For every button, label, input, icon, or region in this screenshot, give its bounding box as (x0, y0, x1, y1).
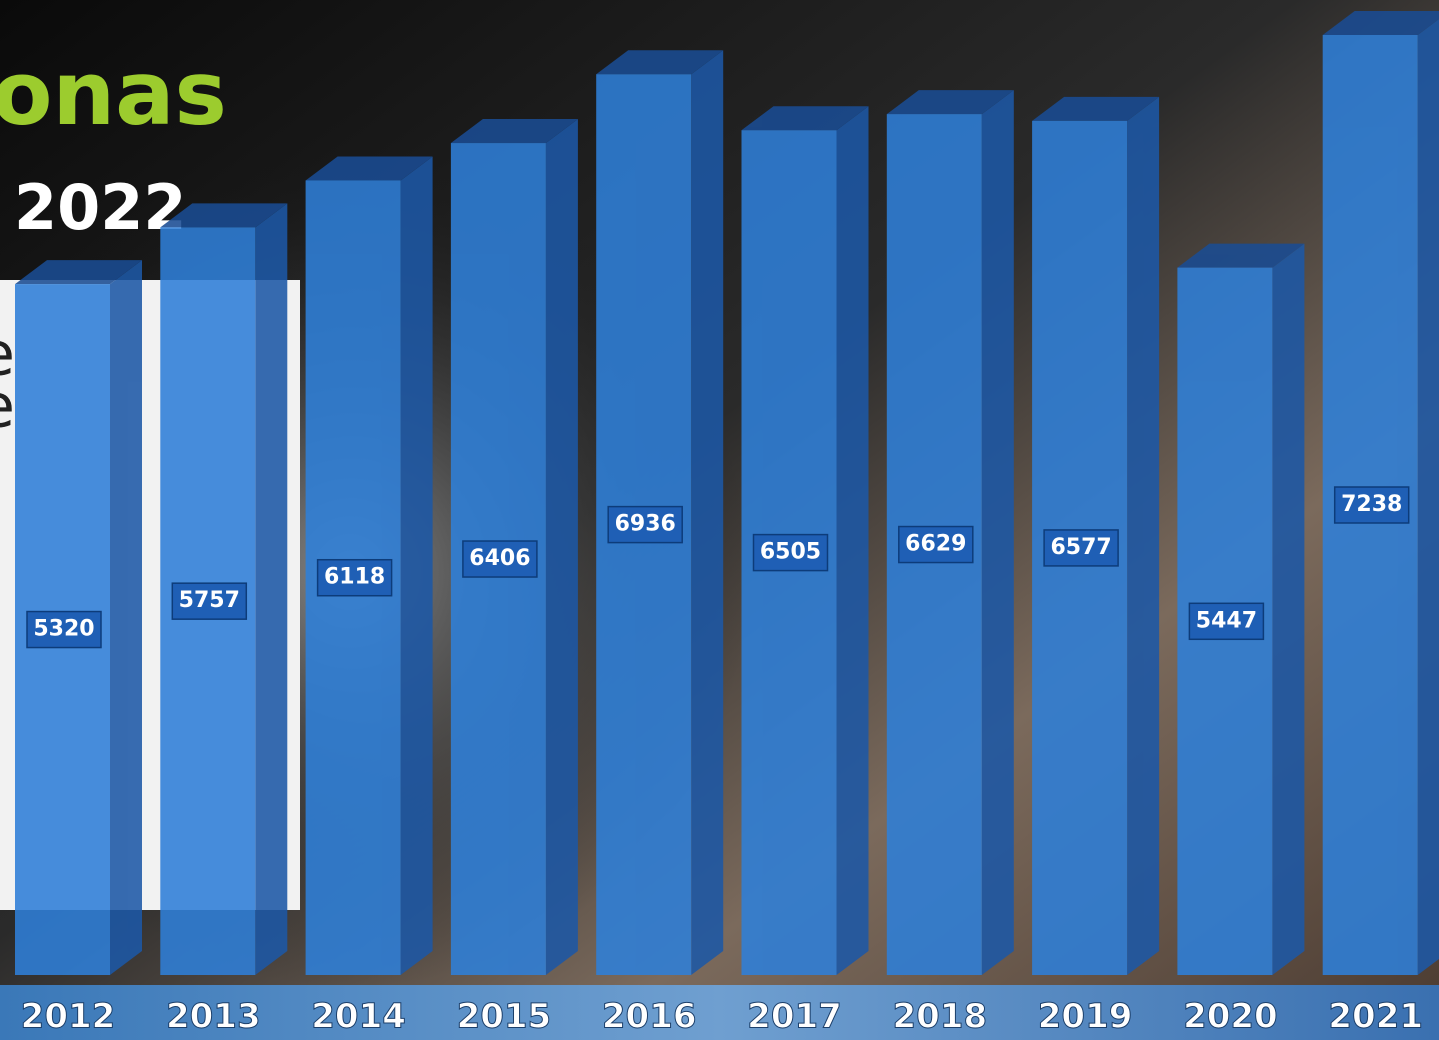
value-label: 7238 (1341, 492, 1402, 517)
x-tick-label: 2015 (457, 997, 552, 1037)
value-label: 6505 (760, 540, 821, 565)
value-label: 6577 (1050, 535, 1111, 560)
value-label: 6406 (469, 546, 530, 571)
x-tick-label: 2012 (21, 997, 116, 1037)
x-tick-label: 2018 (892, 997, 987, 1037)
bar-side (981, 90, 1014, 975)
value-label-box (462, 540, 538, 578)
bar-side (1127, 96, 1160, 975)
bar-top (450, 119, 578, 144)
x-tick-label: 2021 (1328, 997, 1423, 1037)
bar-side (255, 203, 288, 976)
bar-side (1417, 19, 1439, 975)
bar-top (15, 260, 142, 285)
bar-top (1177, 243, 1305, 268)
value-label: 6936 (615, 512, 676, 537)
value-label: 5757 (179, 588, 240, 613)
bar-side (691, 50, 724, 976)
bar-top (596, 50, 724, 75)
x-tick-label: 2013 (166, 997, 261, 1037)
chart-title: onas (0, 42, 227, 145)
bar-top (886, 90, 1014, 115)
category-strip (0, 985, 1439, 1040)
chart-subtitle: 2022 (14, 171, 187, 244)
bar-top (160, 203, 288, 228)
bar-side (1272, 243, 1305, 975)
annotation: e (0, 320, 15, 390)
value-label: 6629 (905, 532, 966, 557)
x-tick-label: 2019 (1038, 997, 1133, 1037)
value-label: 5320 (33, 617, 94, 642)
x-tick-label: 2014 (311, 997, 406, 1037)
x-tick-label: 2017 (747, 997, 842, 1037)
value-label-box (607, 505, 683, 544)
value-label-box (898, 525, 974, 564)
bar-top (1322, 11, 1439, 35)
value-label-box (1333, 486, 1410, 524)
value-label-box (1043, 529, 1119, 567)
value-label: 6118 (324, 565, 385, 590)
bar-side (400, 156, 433, 976)
bar-top (305, 156, 433, 181)
x-tick-label: 2020 (1183, 997, 1278, 1037)
bar-side (836, 106, 869, 975)
x-tick-label: 2016 (602, 997, 697, 1037)
value-label-box (171, 582, 248, 620)
value-label-box (316, 558, 393, 597)
bar-side (110, 260, 142, 975)
bar-top (1032, 96, 1160, 121)
bars: 5320 5757 6118 6406 6936 6505 6629 6577 5447 7238 (15, 11, 1439, 976)
value-label-box (752, 533, 829, 572)
bar-top (741, 106, 869, 131)
value-label-box (26, 610, 102, 649)
value-label-box (1188, 602, 1265, 641)
value-label: 5447 (1196, 608, 1257, 633)
annotation: e (0, 372, 15, 442)
bar-side (545, 119, 578, 976)
